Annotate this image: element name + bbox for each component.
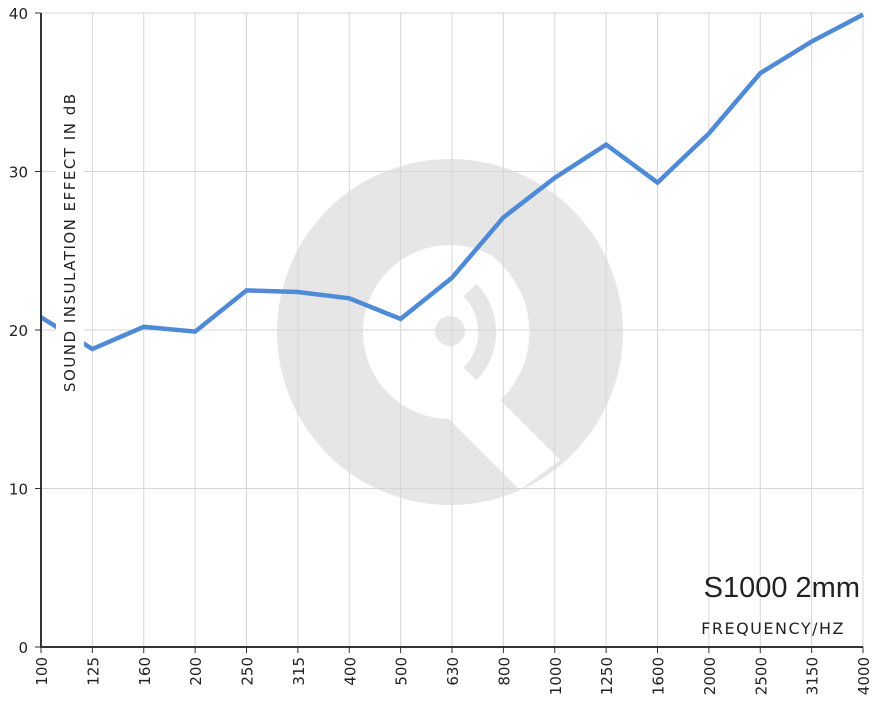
chart-annotation: S1000 2mm — [704, 572, 860, 604]
y-tick-label: 30 — [9, 164, 28, 182]
watermark-wave — [463, 283, 497, 381]
x-tick-label: 1000 — [547, 657, 565, 695]
x-tick-label: 1600 — [650, 657, 668, 695]
x-tick-label: 250 — [239, 657, 257, 686]
y-tick-label: 10 — [9, 481, 28, 499]
y-axis-label: SOUND INSULATION EFFECT IN dB — [61, 92, 79, 392]
y-tick-label: 20 — [9, 322, 28, 340]
y-tick-label: 0 — [18, 639, 28, 657]
y-tick-label: 40 — [9, 5, 28, 23]
grid — [41, 12, 864, 647]
axes: 0 10 20 30 40 100 125 160 200 250 315 400 500 630 800 1… — [9, 5, 873, 695]
x-tick-label: 125 — [84, 657, 102, 686]
x-tick-label: 1250 — [598, 657, 616, 695]
x-tick-label: 2000 — [701, 657, 719, 695]
watermark-ring — [277, 159, 623, 505]
x-tick-label: 160 — [136, 657, 154, 686]
x-tick-label: 100 — [33, 657, 51, 686]
watermark-notch — [430, 380, 560, 490]
x-tick-label: 315 — [290, 657, 308, 686]
x-tick-label: 630 — [444, 657, 462, 686]
watermark-dot — [435, 316, 465, 346]
x-tick-label: 4000 — [855, 657, 873, 695]
x-tick-label: 200 — [187, 657, 205, 686]
x-tick-label: 2500 — [752, 657, 770, 695]
x-axis-label: FREQUENCY/HZ — [701, 619, 845, 638]
x-tick-label: 3150 — [804, 657, 822, 695]
x-tick-label: 500 — [393, 657, 411, 686]
x-tick-label: 800 — [495, 657, 513, 686]
ylabel-background — [56, 30, 84, 400]
watermark-logo — [277, 159, 623, 505]
watermark-wave — [493, 242, 550, 422]
x-tick-label: 400 — [341, 657, 359, 686]
